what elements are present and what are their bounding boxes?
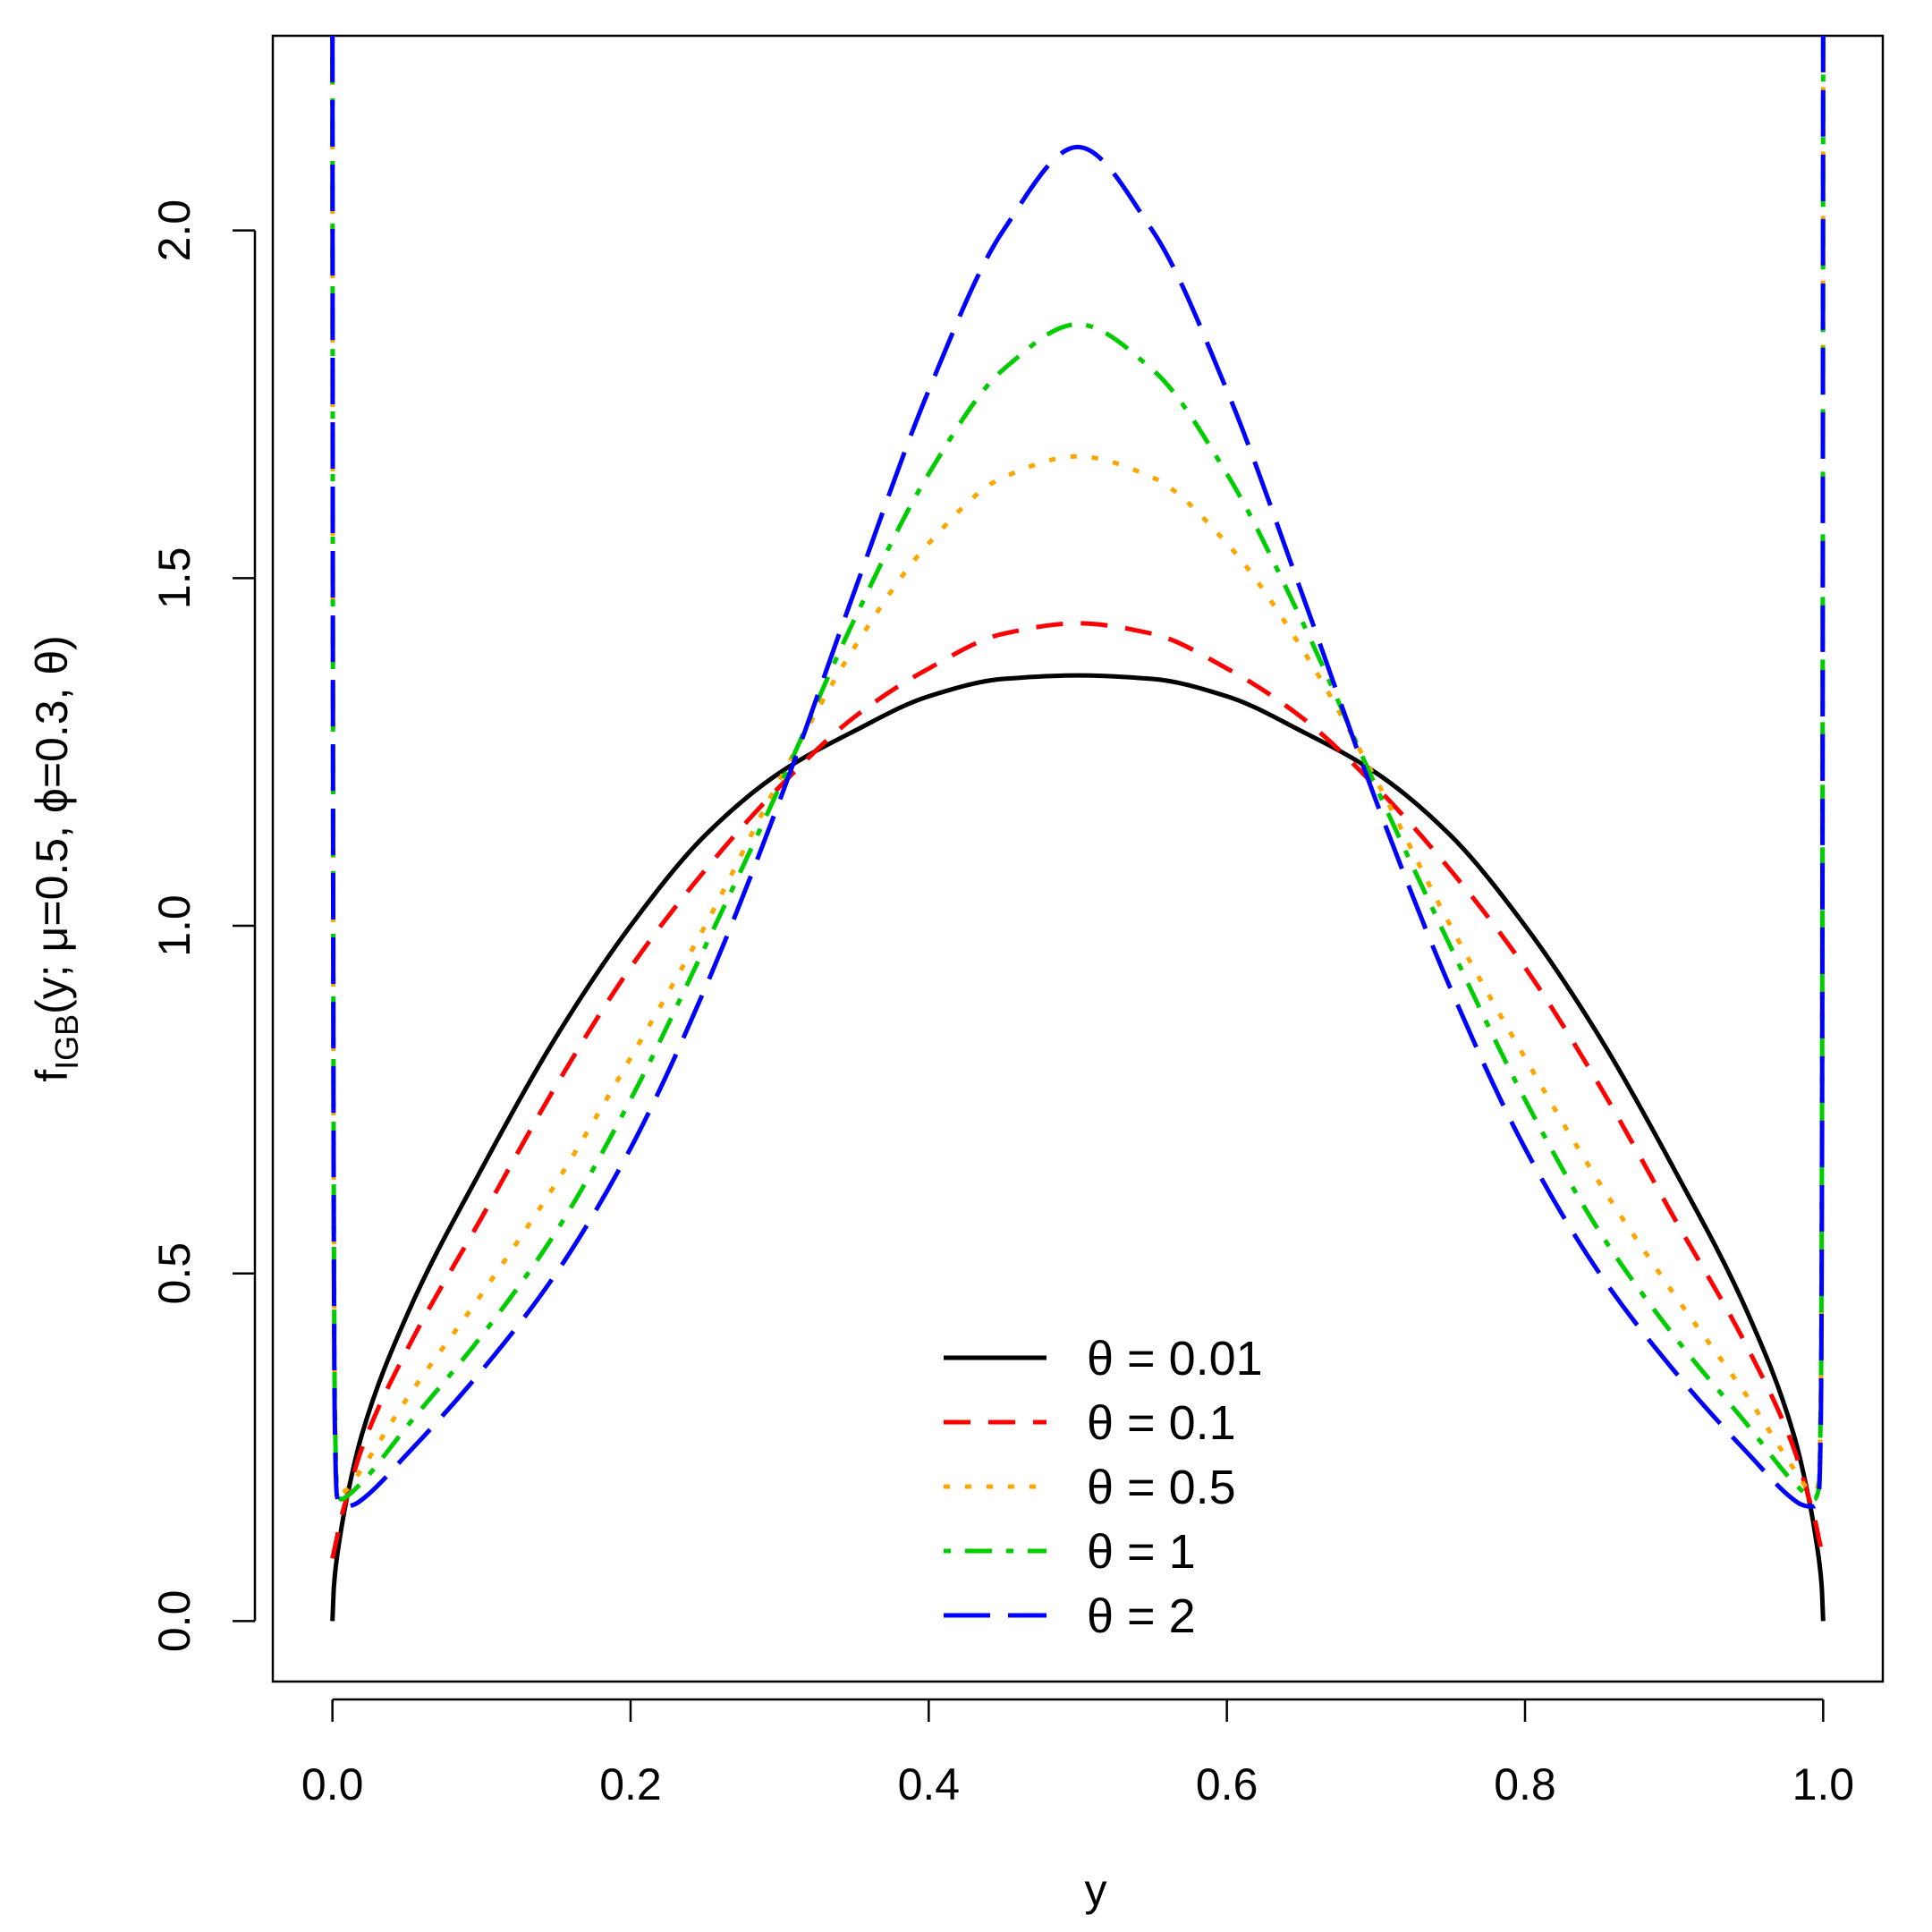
x-axis-label: y xyxy=(1085,1865,1107,1915)
y-tick-label: 1.5 xyxy=(149,547,199,610)
x-tick-label: 0.2 xyxy=(599,1759,662,1809)
x-axis: 0.0 0.2 0.4 0.6 0.8 1.0 xyxy=(301,1698,1855,1809)
series-line-theta-1 xyxy=(330,36,1826,1502)
x-tick-label: 0.6 xyxy=(1196,1759,1258,1809)
legend: θ = 0.01 θ = 0.1 θ = 0.5 θ = 1 θ = 2 xyxy=(944,1332,1263,1643)
legend-label: θ = 0.1 xyxy=(1087,1396,1236,1450)
y-axis-label-main: f xyxy=(27,1070,77,1082)
series-line-theta-0-5 xyxy=(330,36,1826,1496)
y-tick-label: 0.5 xyxy=(149,1242,199,1305)
legend-label: θ = 1 xyxy=(1087,1525,1196,1579)
series-line-theta-0-01 xyxy=(330,673,1826,1622)
y-axis: 0.0 0.5 1.0 1.5 2.0 xyxy=(149,199,257,1653)
legend-label: θ = 0.01 xyxy=(1087,1332,1263,1385)
y-tick-label: 1.0 xyxy=(149,894,199,957)
y-tick-label: 2.0 xyxy=(149,199,199,262)
series-line-theta-2 xyxy=(330,36,1826,1509)
x-tick-label: 1.0 xyxy=(1792,1759,1855,1809)
y-axis-label: fIGB(y; μ=0.5, ϕ=0.3, θ) xyxy=(27,635,85,1082)
y-axis-label-args: (y; μ=0.5, ϕ=0.3, θ) xyxy=(27,635,77,1014)
series-line-theta-0-1 xyxy=(330,621,1826,1559)
series-lines xyxy=(330,36,1826,1622)
y-axis-label-sub: IGB xyxy=(48,1014,85,1070)
legend-label: θ = 2 xyxy=(1087,1589,1196,1643)
x-tick-label: 0.4 xyxy=(898,1759,961,1809)
plot-frame xyxy=(271,34,1885,1683)
legend-label: θ = 0.5 xyxy=(1087,1461,1236,1514)
x-tick-label: 0.0 xyxy=(301,1759,364,1809)
y-tick-label: 0.0 xyxy=(149,1590,199,1653)
x-tick-label: 0.8 xyxy=(1494,1759,1556,1809)
